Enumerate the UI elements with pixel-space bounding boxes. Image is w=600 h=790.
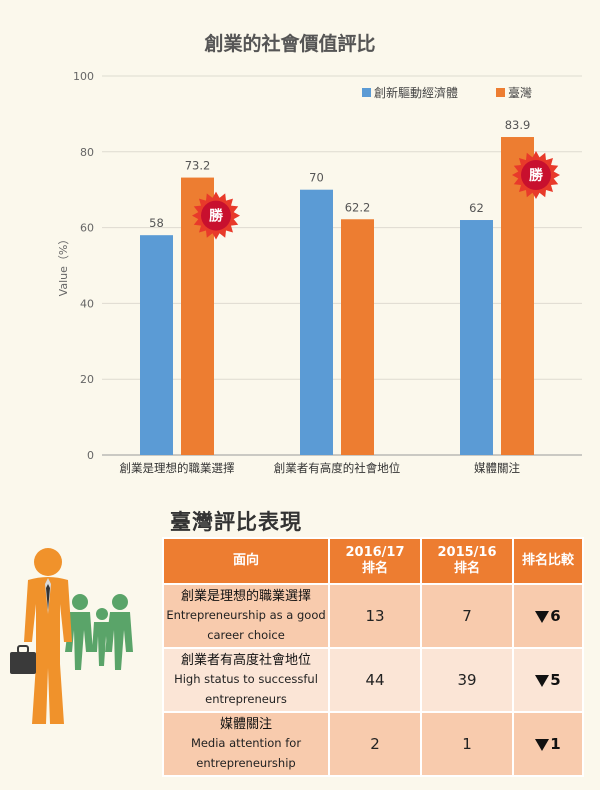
aspect-en: High status to successful entrepreneurs bbox=[174, 671, 318, 706]
data-label: 73.2 bbox=[185, 159, 211, 173]
triangle-down-icon bbox=[535, 610, 550, 623]
badge-core bbox=[521, 160, 551, 191]
section-title: 臺灣評比表現 bbox=[170, 510, 302, 534]
badge-core bbox=[201, 200, 231, 231]
y-tick-label: 0 bbox=[87, 449, 94, 462]
starburst-badge-icon: 勝 bbox=[192, 191, 240, 240]
triangle-down-icon bbox=[535, 738, 550, 751]
header-2015: 2015/16 排名 bbox=[420, 537, 514, 585]
aspect-zh: 創業者有高度社會地位 bbox=[180, 652, 311, 668]
y-tick-label: 40 bbox=[80, 297, 94, 310]
rank-compare-value: 5 bbox=[550, 671, 561, 689]
rank-compare-cell: 5 bbox=[512, 647, 584, 713]
business-people-icon bbox=[10, 548, 133, 724]
rank-compare-value: 1 bbox=[550, 735, 561, 753]
header-compare: 排名比較 bbox=[512, 537, 584, 585]
legend-label-series-1: 創新驅動經濟體 bbox=[374, 85, 458, 100]
bar bbox=[300, 189, 333, 455]
bar bbox=[140, 235, 173, 455]
y-tick-label: 60 bbox=[80, 222, 94, 235]
rank-compare-cell: 1 bbox=[512, 711, 584, 777]
data-label: 58 bbox=[149, 216, 164, 230]
rank-2016-cell: 2 bbox=[328, 711, 422, 777]
aspect-en: Media attention for entrepreneurship bbox=[190, 735, 302, 770]
header-2016: 2016/17 排名 bbox=[328, 537, 422, 585]
category-label: 創業者有高度的社會地位 bbox=[274, 461, 401, 475]
rank-2015-cell: 7 bbox=[420, 583, 514, 649]
bar bbox=[341, 219, 374, 455]
y-tick-label: 100 bbox=[73, 70, 94, 83]
data-label: 83.9 bbox=[505, 118, 531, 132]
rank-2015-cell: 1 bbox=[420, 711, 514, 777]
aspect-cell: 媒體關注 Media attention for entrepreneurshi… bbox=[162, 711, 330, 777]
badge-text: 勝 bbox=[209, 208, 224, 225]
legend-swatch-series-2 bbox=[496, 88, 505, 97]
category-labels: 創業是理想的職業選擇 創業者有高度的社會地位 媒體關注 bbox=[120, 461, 521, 475]
legend-label-series-2: 臺灣 bbox=[508, 85, 532, 100]
rank-2015-cell: 39 bbox=[420, 647, 514, 713]
y-axis-ticks: 0 20 40 60 80 100 bbox=[73, 70, 94, 462]
table-row: 媒體關注 Media attention for entrepreneurshi… bbox=[162, 711, 584, 777]
aspect-en: Entrepreneurship as a good career choice bbox=[166, 607, 326, 642]
triangle-down-icon bbox=[535, 674, 550, 687]
bars bbox=[140, 137, 534, 456]
rank-compare-value: 6 bbox=[550, 607, 561, 625]
rank-2016-cell: 13 bbox=[328, 583, 422, 649]
y-tick-label: 20 bbox=[80, 373, 94, 386]
data-labels: 58 73.2 70 62.2 62 83.9 bbox=[149, 118, 530, 230]
badges: 勝勝 bbox=[192, 151, 560, 240]
bar bbox=[460, 220, 493, 455]
aspect-cell: 創業者有高度社會地位 High status to successful ent… bbox=[162, 647, 330, 713]
y-axis-label: Value（%） bbox=[57, 234, 70, 297]
data-label: 70 bbox=[309, 171, 324, 185]
header-aspect: 面向 bbox=[162, 537, 330, 585]
chart-title: 創業的社會價值評比 bbox=[204, 32, 375, 55]
table-row: 創業者有高度社會地位 High status to successful ent… bbox=[162, 647, 584, 713]
category-label: 創業是理想的職業選擇 bbox=[120, 461, 235, 475]
rank-2016-cell: 44 bbox=[328, 647, 422, 713]
ranking-table: 面向 2016/17 排名 2015/16 排名 排名比較 創業是理想的職業選擇… bbox=[162, 537, 584, 777]
legend: 創新驅動經濟體 臺灣 bbox=[362, 85, 532, 100]
badge-text: 勝 bbox=[529, 167, 544, 184]
table-header-row: 面向 2016/17 排名 2015/16 排名 排名比較 bbox=[162, 537, 584, 585]
category-label: 媒體關注 bbox=[474, 461, 520, 475]
bar-chart: 創業的社會價值評比 0 20 40 60 80 100 Value（%） 58 73.2 70… bbox=[57, 32, 582, 475]
rank-compare-cell: 6 bbox=[512, 583, 584, 649]
aspect-zh: 創業是理想的職業選擇 bbox=[180, 588, 311, 604]
data-label: 62.2 bbox=[345, 200, 371, 214]
aspect-cell: 創業是理想的職業選擇 Entrepreneurship as a good ca… bbox=[162, 583, 330, 649]
data-label: 62 bbox=[469, 201, 484, 215]
y-tick-label: 80 bbox=[80, 146, 94, 159]
table-row: 創業是理想的職業選擇 Entrepreneurship as a good ca… bbox=[162, 583, 584, 649]
legend-swatch-series-1 bbox=[362, 88, 371, 97]
starburst-badge-icon: 勝 bbox=[512, 151, 560, 199]
aspect-zh: 媒體關注 bbox=[219, 716, 272, 732]
